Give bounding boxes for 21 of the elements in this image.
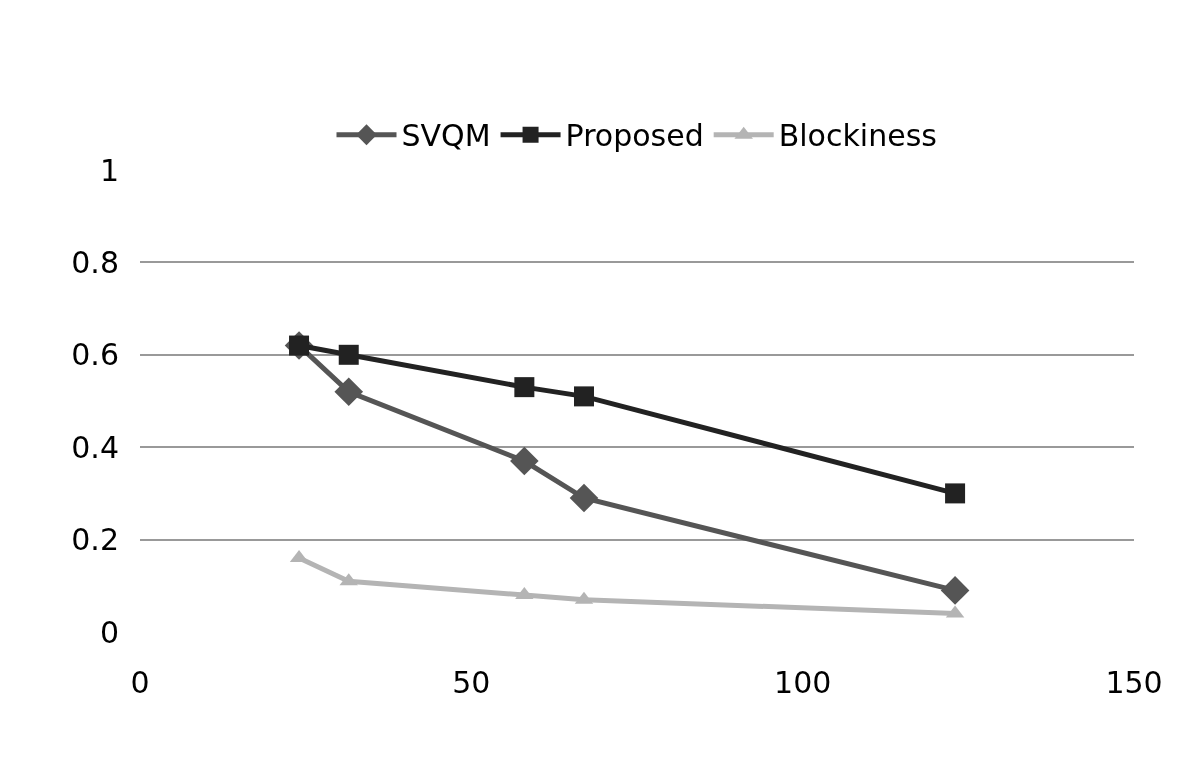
point <box>510 446 539 476</box>
legend-label: SVQM <box>401 118 491 154</box>
point <box>338 344 359 365</box>
legend-label: Proposed <box>565 118 704 154</box>
point <box>514 377 535 398</box>
y-tick-label: 0.8 <box>71 244 119 280</box>
y-tick-label: 0.6 <box>71 337 119 373</box>
point <box>569 483 599 513</box>
y-tick-label: 0 <box>99 614 119 650</box>
y-tick-label: 1 <box>99 152 119 188</box>
point <box>573 386 594 407</box>
x-tick-label: 150 <box>1105 665 1163 700</box>
y-tick-label: 0.2 <box>71 522 119 558</box>
x-tick-label: 0 <box>130 665 150 700</box>
legend-label: Blockiness <box>778 118 937 154</box>
point <box>940 576 970 605</box>
y-tick-label: 0.4 <box>71 429 119 465</box>
point <box>334 377 364 407</box>
x-tick-label: 100 <box>774 665 832 700</box>
point <box>945 483 966 504</box>
x-tick-label: 50 <box>452 665 491 700</box>
